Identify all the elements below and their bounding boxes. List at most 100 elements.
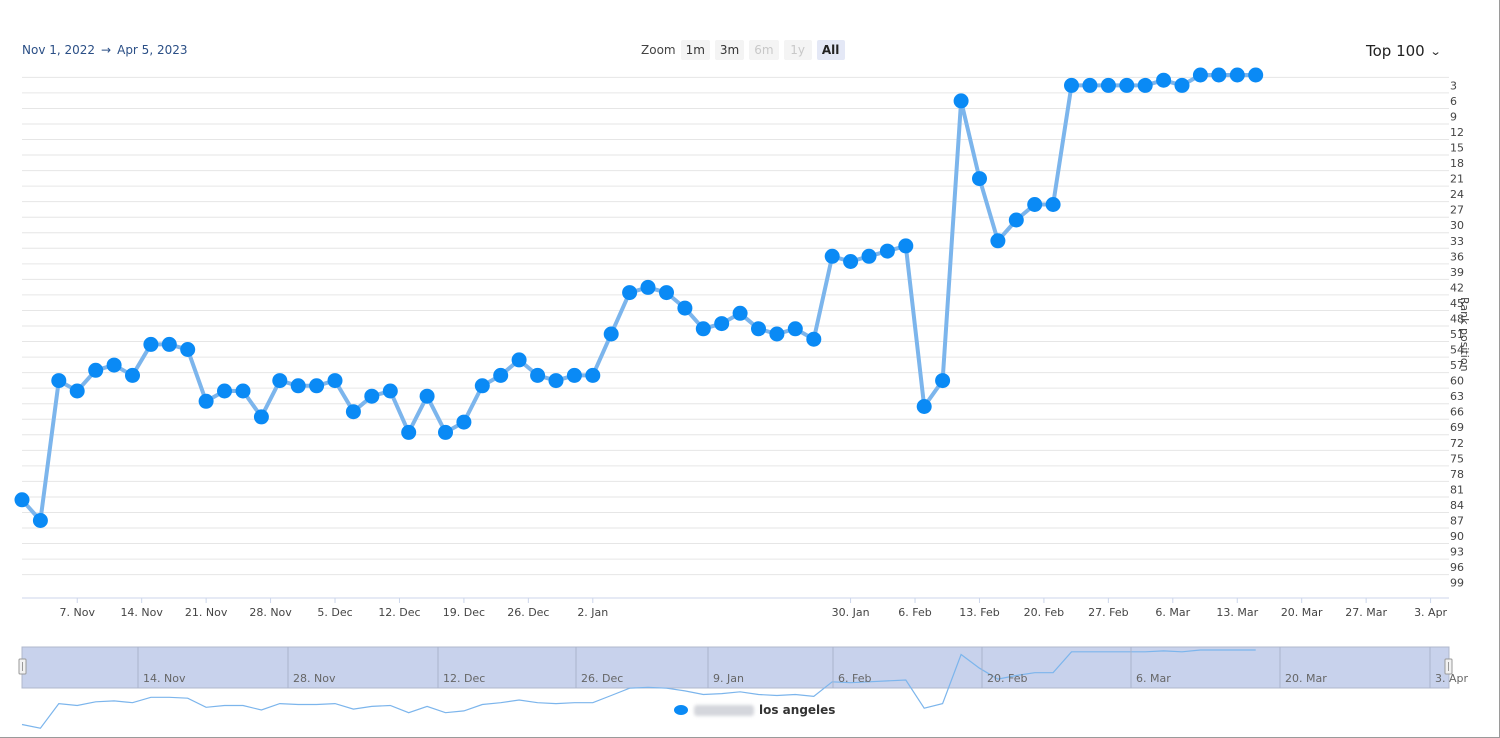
data-point[interactable]: [511, 352, 527, 368]
data-point[interactable]: [1100, 77, 1116, 93]
data-point[interactable]: [474, 378, 490, 394]
data-point[interactable]: [1064, 77, 1079, 93]
data-point[interactable]: [1082, 77, 1098, 93]
navigator[interactable]: 14. Nov 28. Nov 12. Dec 26. Dec 9. Jan 6. Feb…: [18, 646, 1468, 729]
x-tick-label: 5. Dec: [317, 606, 352, 619]
data-point[interactable]: [530, 367, 546, 383]
data-point[interactable]: [1229, 67, 1245, 83]
data-point[interactable]: [640, 279, 656, 295]
data-point[interactable]: [14, 492, 30, 508]
data-point[interactable]: [69, 383, 85, 399]
data-point[interactable]: [309, 378, 325, 394]
date-range-from: Nov 1, 2022: [22, 43, 96, 57]
y-tick-label: 72: [1450, 437, 1464, 450]
x-tick-label: 7. Nov: [60, 606, 96, 619]
y-tick-label: 18: [1450, 157, 1464, 170]
x-tick-label: 27. Feb: [1088, 606, 1128, 619]
data-point[interactable]: [272, 373, 288, 389]
data-point[interactable]: [548, 373, 564, 389]
data-point[interactable]: [769, 326, 785, 342]
y-tick-label: 21: [1450, 173, 1464, 186]
data-point[interactable]: [659, 285, 674, 301]
zoom-all-button[interactable]: All: [816, 40, 845, 60]
y-tick-label: 42: [1450, 281, 1464, 294]
data-point[interactable]: [972, 171, 987, 187]
data-point[interactable]: [1045, 197, 1061, 212]
data-point[interactable]: [1027, 197, 1043, 212]
data-point[interactable]: [935, 373, 951, 389]
data-point[interactable]: [898, 238, 914, 254]
data-point[interactable]: [603, 326, 619, 342]
data-point[interactable]: [916, 399, 932, 414]
data-point[interactable]: [493, 367, 509, 383]
data-point[interactable]: [290, 378, 306, 394]
y-tick-label: 81: [1450, 483, 1464, 496]
y-tick-label: 96: [1450, 561, 1464, 574]
data-point[interactable]: [419, 388, 435, 404]
legend-marker: [674, 705, 688, 715]
data-point[interactable]: [1174, 77, 1190, 93]
zoom-1m-button[interactable]: 1m: [680, 40, 710, 60]
data-point[interactable]: [787, 321, 803, 337]
data-point[interactable]: [180, 342, 196, 357]
data-point[interactable]: [161, 336, 177, 352]
data-point[interactable]: [217, 383, 232, 399]
data-point[interactable]: [1211, 67, 1227, 83]
data-point[interactable]: [585, 367, 601, 383]
data-point[interactable]: [990, 233, 1006, 249]
data-point[interactable]: [106, 357, 122, 373]
data-point[interactable]: [401, 424, 417, 440]
data-point[interactable]: [235, 383, 251, 399]
data-point[interactable]: [1119, 77, 1135, 93]
data-point[interactable]: [456, 414, 472, 430]
data-point[interactable]: [1192, 67, 1208, 83]
data-point[interactable]: [695, 321, 711, 337]
x-tick-label: 19. Dec: [443, 606, 485, 619]
data-point[interactable]: [198, 393, 214, 409]
data-point[interactable]: [253, 409, 269, 425]
legend-item[interactable]: los angeles: [674, 703, 835, 717]
data-point[interactable]: [327, 373, 343, 389]
series-line: [20, 73, 1256, 523]
y-tick-label: 12: [1450, 126, 1464, 139]
data-point[interactable]: [806, 331, 822, 347]
data-point[interactable]: [51, 373, 67, 389]
grid-lines: [22, 76, 1449, 599]
data-point[interactable]: [861, 248, 877, 264]
data-point[interactable]: [1008, 212, 1024, 228]
data-point[interactable]: [438, 424, 453, 440]
data-point[interactable]: [125, 367, 140, 383]
y-tick-label: 39: [1450, 266, 1464, 279]
data-point[interactable]: [1248, 67, 1264, 83]
top-100-dropdown[interactable]: Top 100 ⌄: [1366, 42, 1441, 60]
data-point[interactable]: [345, 404, 361, 420]
data-point[interactable]: [364, 388, 380, 404]
zoom-3m-button[interactable]: 3m: [714, 40, 745, 60]
data-point[interactable]: [88, 362, 104, 378]
data-point[interactable]: [1137, 77, 1153, 93]
zoom-1y-button[interactable]: 1y: [783, 40, 812, 60]
data-point[interactable]: [843, 254, 859, 269]
data-point[interactable]: [824, 248, 840, 264]
data-point[interactable]: [953, 93, 969, 109]
y-tick-label: 54: [1450, 344, 1464, 357]
data-point[interactable]: [622, 285, 638, 301]
data-point[interactable]: [714, 316, 730, 332]
data-point[interactable]: [382, 383, 398, 399]
data-point[interactable]: [1156, 72, 1172, 88]
x-tick-label: 6. Mar: [1155, 606, 1190, 619]
data-point[interactable]: [677, 300, 693, 316]
y-tick-label: 9: [1450, 110, 1457, 123]
data-point[interactable]: [732, 305, 748, 321]
zoom-6m-button[interactable]: 6m: [749, 40, 779, 60]
navigator-label: 26. Dec: [581, 672, 623, 685]
series-markers[interactable]: [14, 67, 1264, 529]
data-point[interactable]: [143, 336, 159, 352]
data-point[interactable]: [566, 367, 582, 383]
x-tick-label: 3. Apr: [1414, 606, 1447, 619]
data-point[interactable]: [32, 513, 48, 528]
data-point[interactable]: [879, 243, 895, 259]
data-point[interactable]: [751, 321, 766, 337]
date-range: Nov 1, 2022 → Apr 5, 2023: [22, 43, 188, 57]
y-tick-label: 36: [1450, 250, 1464, 263]
